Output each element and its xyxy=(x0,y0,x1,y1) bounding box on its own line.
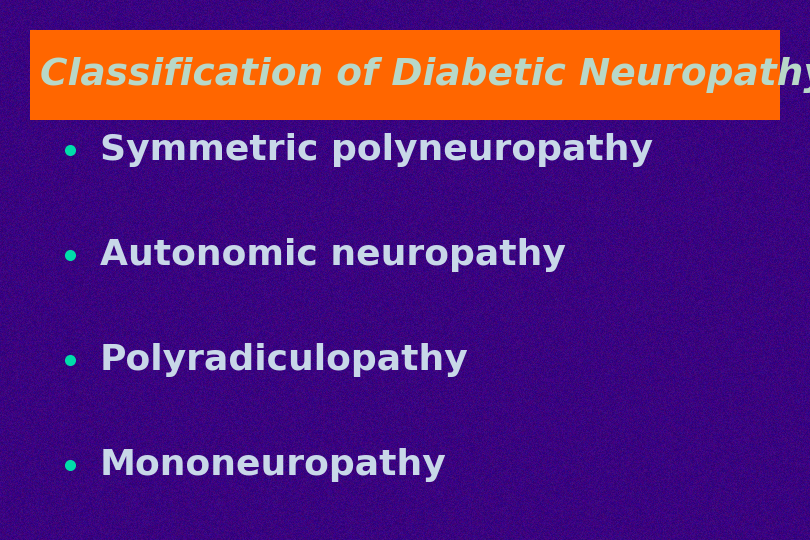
Text: Classification of Diabetic Neuropathy: Classification of Diabetic Neuropathy xyxy=(40,57,810,93)
FancyBboxPatch shape xyxy=(30,30,780,120)
Text: Polyradiculopathy: Polyradiculopathy xyxy=(100,343,469,377)
Text: Autonomic neuropathy: Autonomic neuropathy xyxy=(100,238,566,272)
Text: Mononeuropathy: Mononeuropathy xyxy=(100,448,447,482)
Text: Symmetric polyneuropathy: Symmetric polyneuropathy xyxy=(100,133,653,167)
